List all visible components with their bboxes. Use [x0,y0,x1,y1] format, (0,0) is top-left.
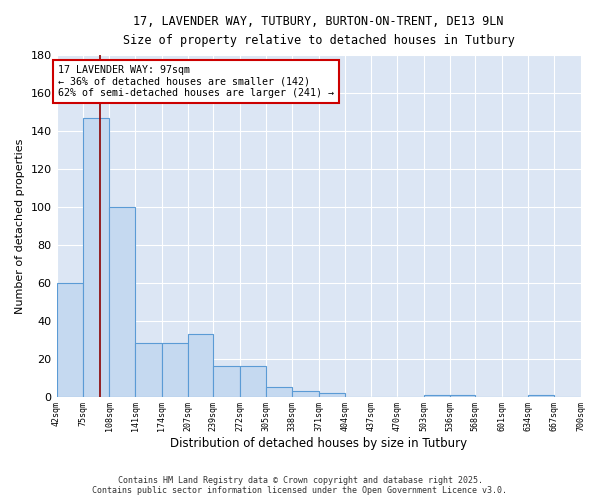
X-axis label: Distribution of detached houses by size in Tutbury: Distribution of detached houses by size … [170,437,467,450]
Text: Contains HM Land Registry data © Crown copyright and database right 2025.
Contai: Contains HM Land Registry data © Crown c… [92,476,508,495]
Bar [424,394,450,396]
Bar [528,394,554,396]
Y-axis label: Number of detached properties: Number of detached properties [15,138,25,314]
Bar [109,207,136,396]
Text: 17 LAVENDER WAY: 97sqm
← 36% of detached houses are smaller (142)
62% of semi-de: 17 LAVENDER WAY: 97sqm ← 36% of detached… [58,64,334,98]
Bar [83,118,109,396]
Bar [319,393,345,396]
Bar [56,283,83,397]
Bar [188,334,214,396]
Bar [450,394,475,396]
Bar [292,391,319,396]
Title: 17, LAVENDER WAY, TUTBURY, BURTON-ON-TRENT, DE13 9LN
Size of property relative t: 17, LAVENDER WAY, TUTBURY, BURTON-ON-TRE… [122,15,514,47]
Bar [214,366,239,396]
Bar [136,344,161,396]
Bar [239,366,266,396]
Bar [161,344,188,396]
Bar [266,387,292,396]
